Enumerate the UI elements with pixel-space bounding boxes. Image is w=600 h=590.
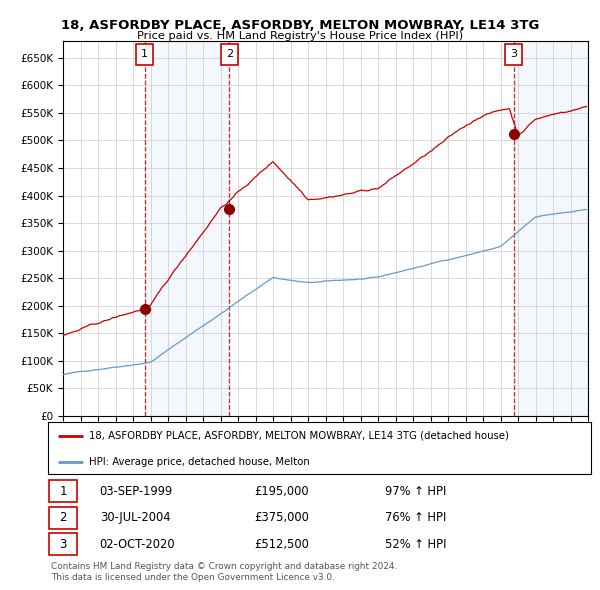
Text: 1: 1 (141, 50, 148, 60)
Text: 30-JUL-2004: 30-JUL-2004 (100, 511, 170, 525)
FancyBboxPatch shape (505, 44, 522, 65)
Text: £375,000: £375,000 (254, 511, 309, 525)
Text: £195,000: £195,000 (254, 484, 309, 498)
Text: Contains HM Land Registry data © Crown copyright and database right 2024.: Contains HM Land Registry data © Crown c… (51, 562, 397, 571)
Text: 2: 2 (226, 50, 233, 60)
FancyBboxPatch shape (49, 480, 77, 502)
Text: HPI: Average price, detached house, Melton: HPI: Average price, detached house, Melt… (89, 457, 310, 467)
Text: This data is licensed under the Open Government Licence v3.0.: This data is licensed under the Open Gov… (51, 573, 335, 582)
Text: Price paid vs. HM Land Registry's House Price Index (HPI): Price paid vs. HM Land Registry's House … (137, 31, 463, 41)
Bar (514, 41, 587, 416)
Text: £512,500: £512,500 (254, 537, 309, 551)
Bar (145, 41, 229, 416)
Text: 02-OCT-2020: 02-OCT-2020 (100, 537, 175, 551)
Text: 1: 1 (59, 484, 67, 498)
Text: 03-SEP-1999: 03-SEP-1999 (100, 484, 173, 498)
FancyBboxPatch shape (49, 533, 77, 555)
Text: 76% ↑ HPI: 76% ↑ HPI (385, 511, 446, 525)
Text: 18, ASFORDBY PLACE, ASFORDBY, MELTON MOWBRAY, LE14 3TG: 18, ASFORDBY PLACE, ASFORDBY, MELTON MOW… (61, 19, 539, 32)
Text: 52% ↑ HPI: 52% ↑ HPI (385, 537, 446, 551)
Text: 97% ↑ HPI: 97% ↑ HPI (385, 484, 446, 498)
Text: 3: 3 (510, 50, 517, 60)
Text: 18, ASFORDBY PLACE, ASFORDBY, MELTON MOWBRAY, LE14 3TG (detached house): 18, ASFORDBY PLACE, ASFORDBY, MELTON MOW… (89, 431, 509, 441)
FancyBboxPatch shape (49, 507, 77, 529)
Text: 2: 2 (59, 511, 67, 525)
FancyBboxPatch shape (136, 44, 153, 65)
Text: 3: 3 (59, 537, 67, 551)
FancyBboxPatch shape (221, 44, 238, 65)
